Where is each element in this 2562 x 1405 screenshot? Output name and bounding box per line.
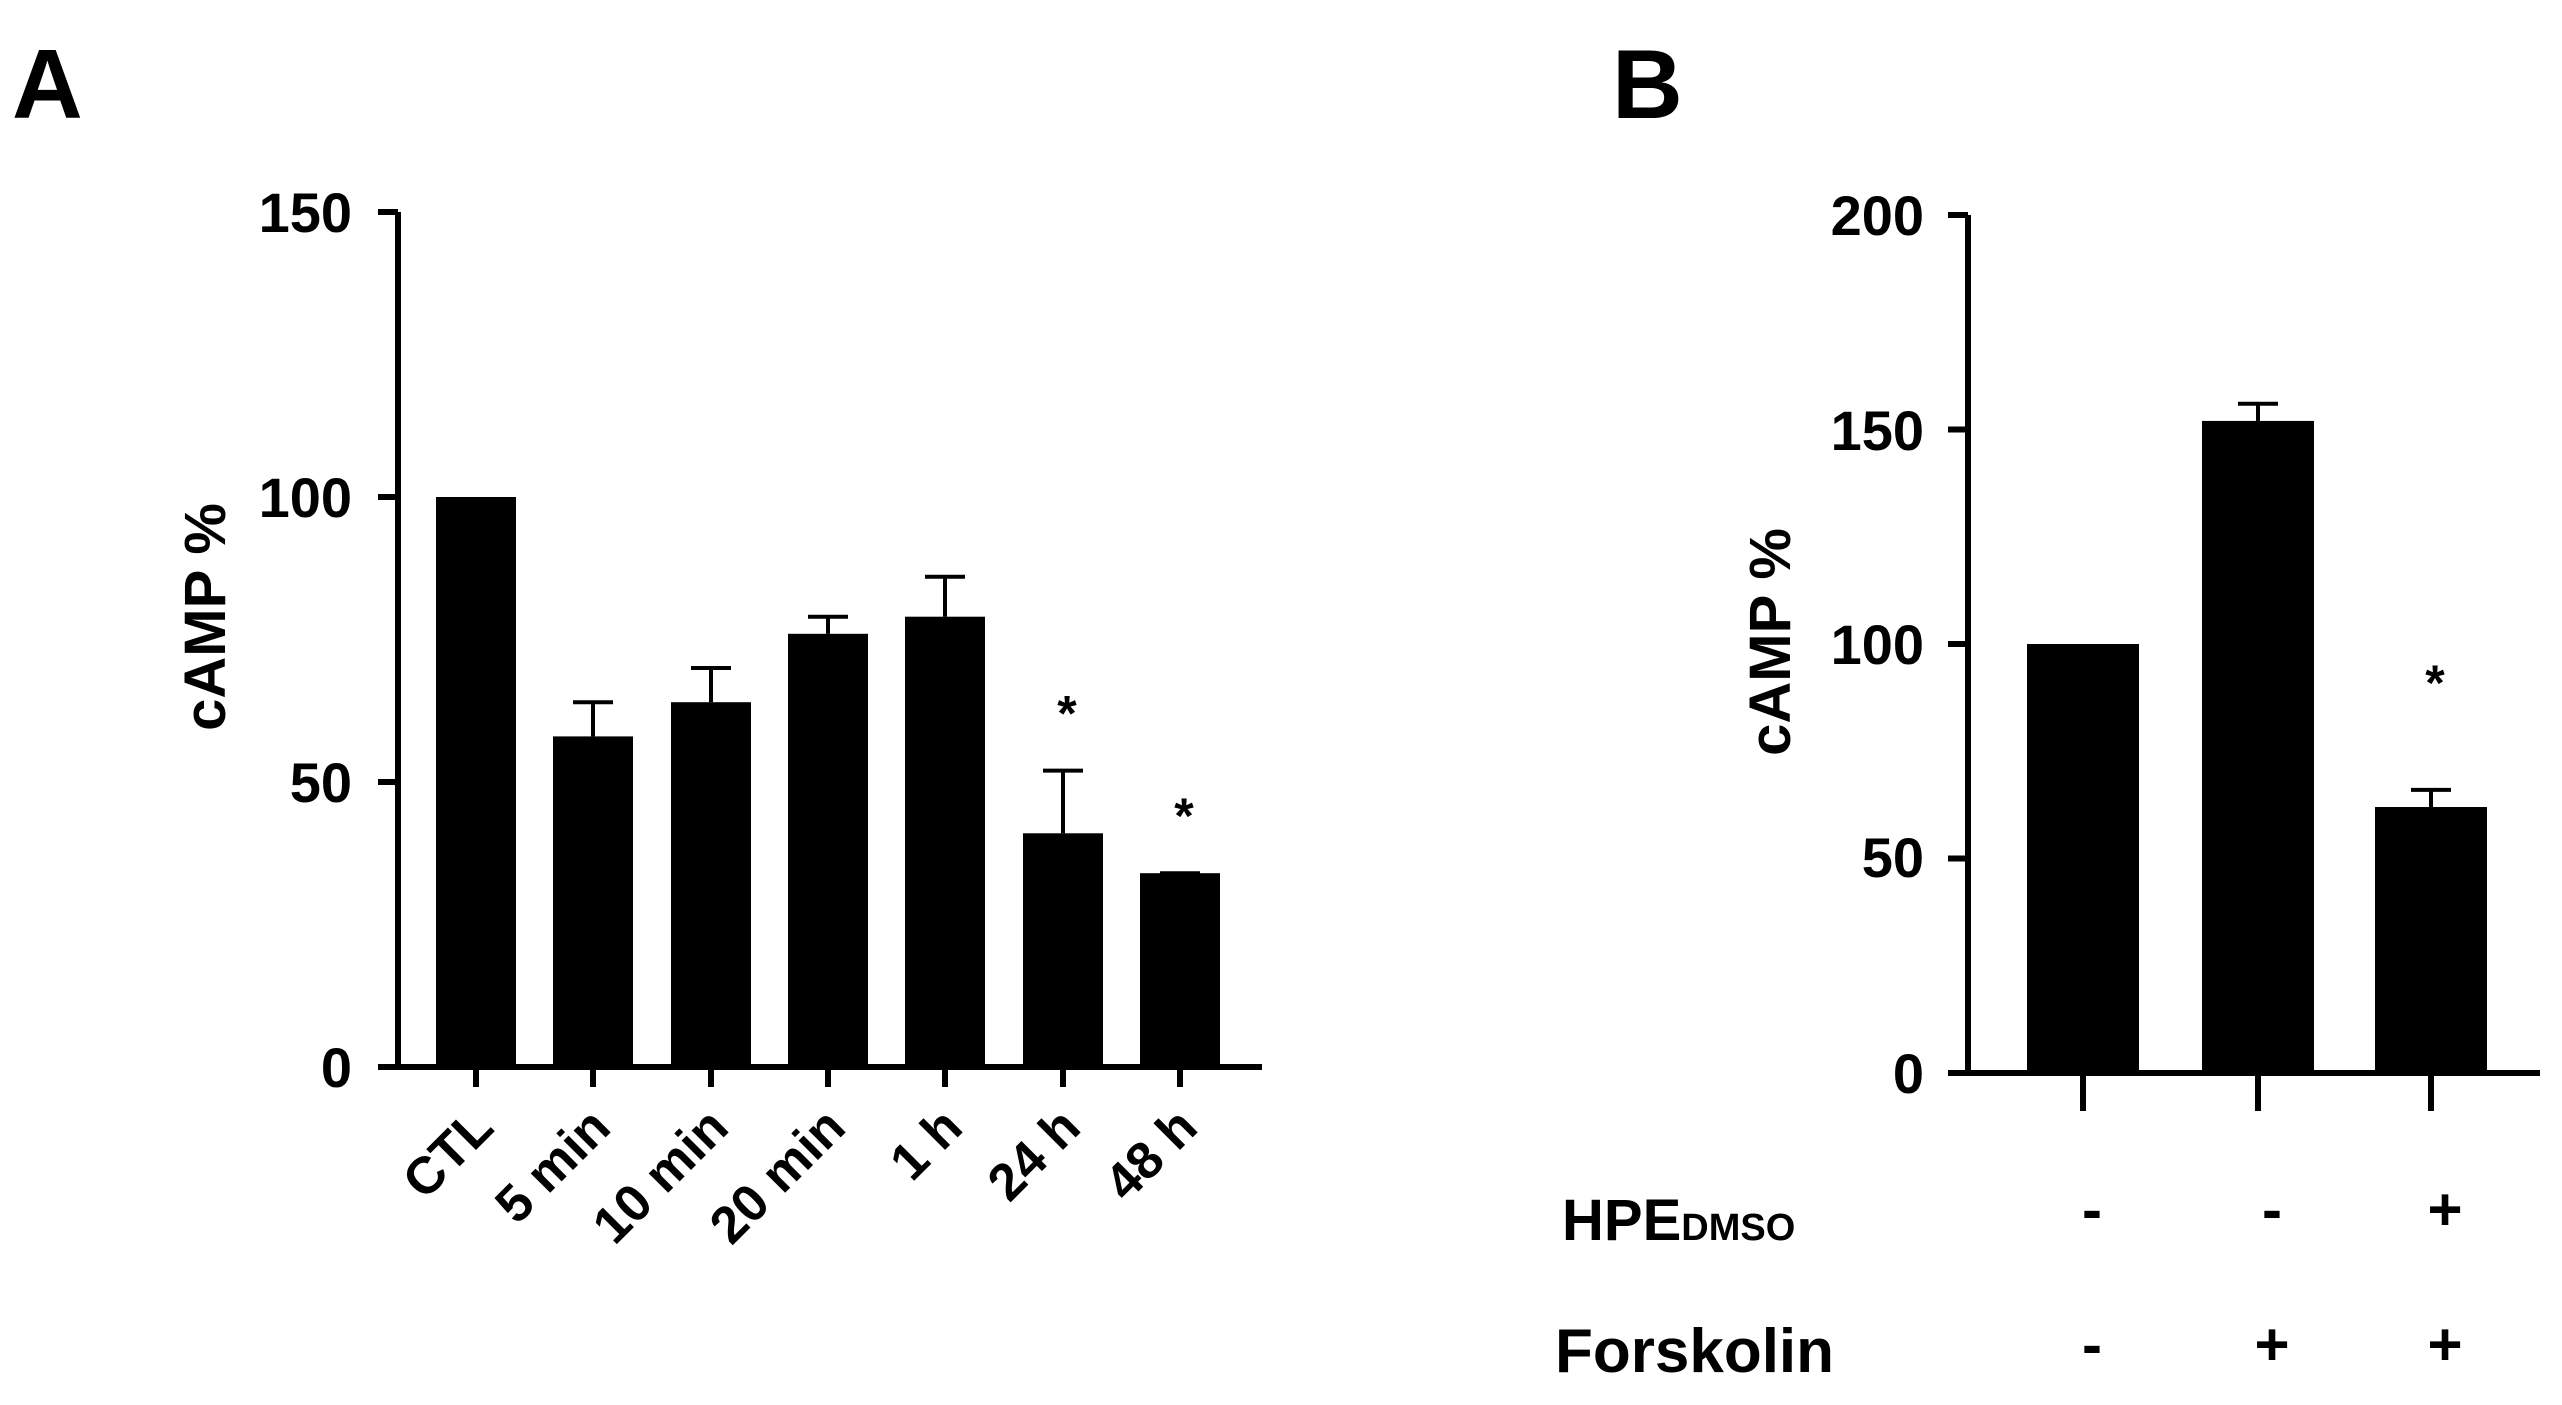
panel-a-y-tick-label: 150 xyxy=(259,181,352,244)
panel-a-bar xyxy=(553,736,633,1067)
forskolin-sign: + xyxy=(2254,1311,2289,1378)
dmso-subscript: DMSO xyxy=(1681,1207,1795,1249)
hpe-dmso-sign: - xyxy=(2082,1176,2102,1243)
panel-b-y-axis-title: cAMP % xyxy=(1738,528,1803,756)
hpe-dmso-sign: + xyxy=(2427,1176,2462,1243)
panel-b-y-tick-label: 0 xyxy=(1893,1042,1924,1105)
panel-b-significance-mark: * xyxy=(2425,655,2445,711)
panel-a-bar xyxy=(1023,833,1103,1067)
chart-marks: * * * xyxy=(378,209,2540,1111)
panel-a-bar xyxy=(671,702,751,1067)
panel-a-bar xyxy=(905,616,985,1067)
panel-b-bar xyxy=(2027,644,2139,1073)
panel-a-y-tick-label: 50 xyxy=(290,751,352,814)
panel-a-x-tick-label: 24 h xyxy=(977,1097,1092,1212)
panel-b-y-tick-label: 200 xyxy=(1831,184,1924,247)
panel-a-x-tick-label: 48 h xyxy=(1094,1097,1209,1212)
panel-a-y-tick-label: 0 xyxy=(321,1036,352,1099)
panel-b-bar xyxy=(2375,807,2487,1073)
forskolin-sign: - xyxy=(2082,1311,2102,1378)
panel-a-y-axis-title: cAMP % xyxy=(173,503,238,731)
panel-a-x-tick-label: 1 h xyxy=(879,1097,973,1191)
panel-a-bar xyxy=(1140,873,1220,1067)
forskolin-sign: + xyxy=(2427,1311,2462,1378)
panel-b-y-tick-label: 50 xyxy=(1862,826,1924,889)
panel-a-label: A xyxy=(12,29,83,139)
panel-b-y-tick-label: 150 xyxy=(1831,399,1924,462)
panel-b-label: B xyxy=(1612,29,1683,139)
panel-a-significance-mark: * xyxy=(1174,788,1194,844)
hpe-dmso-sign: - xyxy=(2262,1176,2282,1243)
panel-a-bar xyxy=(436,497,516,1067)
panel-a-y-tick-label: 100 xyxy=(259,466,352,529)
forskolin-row-label: Forskolin xyxy=(1555,1317,1834,1386)
hpe-dmso-row-label: HPEDMSO xyxy=(1562,1188,1795,1253)
hpe-label: HPE xyxy=(1562,1188,1681,1253)
panel-a-bar xyxy=(788,633,868,1067)
panel-a-x-tick-label: 20 min xyxy=(699,1097,856,1254)
panel-b-bar xyxy=(2202,420,2314,1073)
panel-b-y-tick-label: 100 xyxy=(1831,613,1924,676)
panel-a-significance-mark: * xyxy=(1057,686,1077,742)
